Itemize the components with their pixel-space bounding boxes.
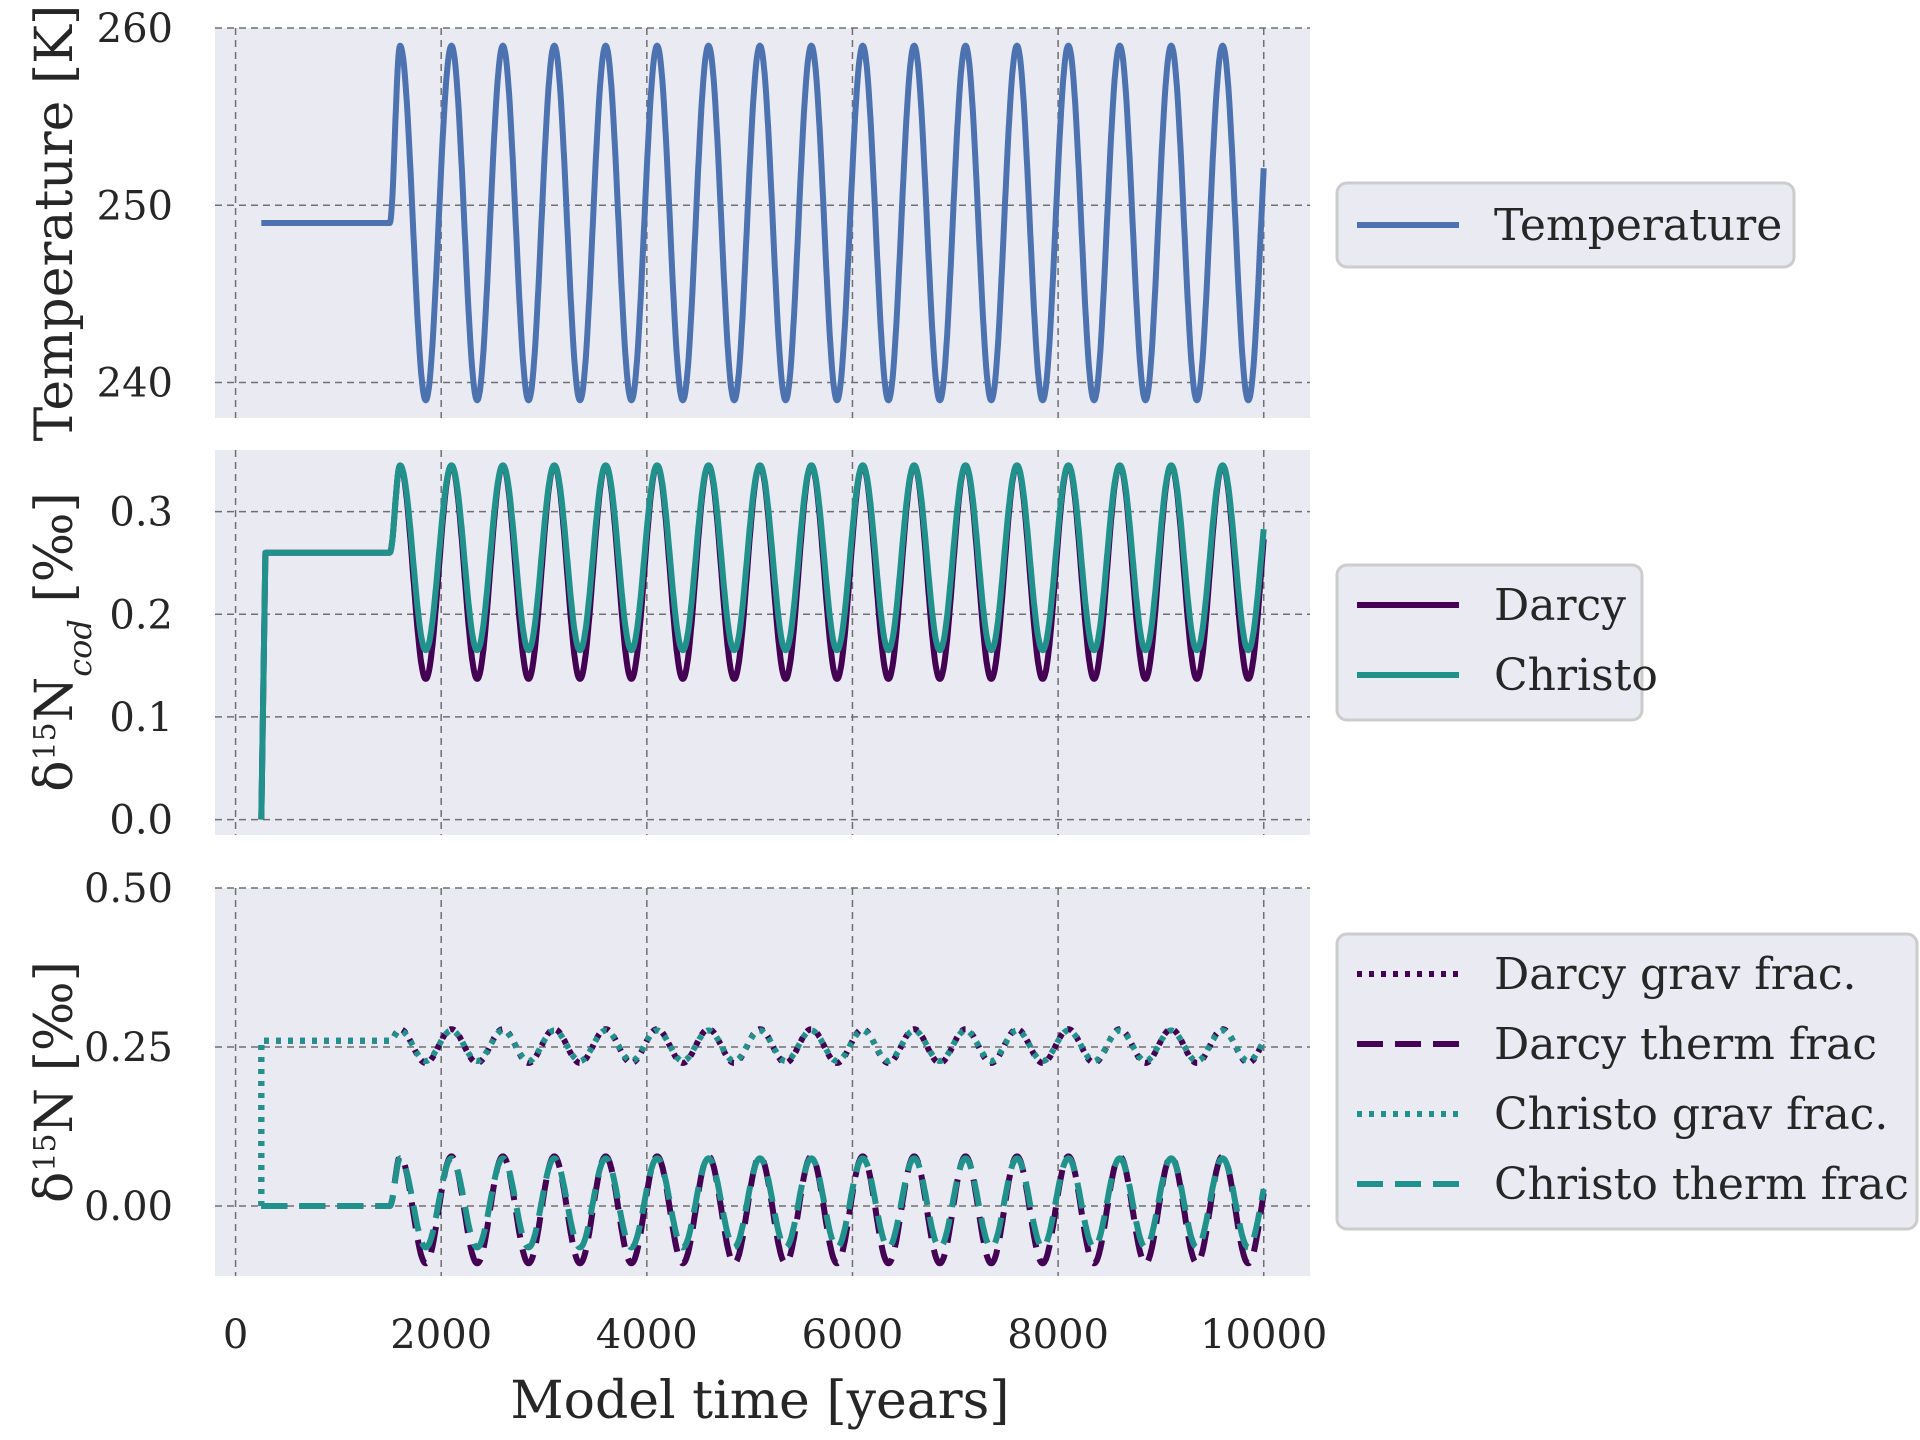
y-axis-label-d15n: δ15N [‰] (25, 961, 85, 1203)
legend-label-christo-therm-frac: Christo therm frac (1494, 1159, 1909, 1210)
series-group-d15ncod (258, 462, 1267, 820)
x-tick-label: 0 (223, 1312, 248, 1358)
x-tick-label: 10000 (1200, 1312, 1327, 1358)
x-tick-label: 8000 (1007, 1312, 1109, 1358)
x-tick-label: 6000 (802, 1312, 904, 1358)
legend-temperature: Temperature (1335, 181, 1796, 269)
legend-d15n: Darcy grav frac. Darcy therm frac Christo … (1335, 932, 1919, 1231)
legend-label-christo-grav-frac: Christo grav frac. (1494, 1089, 1888, 1140)
legend-label-darcy-grav-frac: Darcy grav frac. (1494, 949, 1856, 1000)
y-axis-label-temperature: Temperature [K] (25, 5, 85, 442)
legend-label-darcy: Darcy (1494, 580, 1626, 631)
y-tick-label: 250 (97, 183, 173, 229)
x-ticks: 0 2000 4000 6000 8000 10000 (223, 1312, 1328, 1358)
y-tick-label: 240 (97, 361, 173, 407)
grid-d15n (215, 887, 1310, 1276)
legend-label-christo: Christo (1494, 650, 1658, 701)
legend-box (1335, 181, 1796, 269)
y-tick-label: 260 (97, 6, 173, 52)
panel-temperature: 240 250 260 Temperature [K] Temperature (25, 5, 1796, 442)
y-ticks-d15ncod: 0.0 0.1 0.2 0.3 (109, 490, 173, 844)
x-tick-label: 2000 (390, 1312, 492, 1358)
x-axis-label: Model time [years] (510, 1371, 1009, 1431)
y-tick-label: 0.25 (84, 1025, 173, 1071)
y-tick-label: 0.1 (109, 695, 173, 741)
y-tick-label: 0.50 (84, 866, 173, 912)
series-group-temperature (261, 42, 1267, 404)
panel-d15ncod: 0.0 0.1 0.2 0.3 δ15Ncod [‰] Darcy Christo (25, 450, 1658, 844)
legend-label-darcy-therm-frac: Darcy therm frac (1494, 1019, 1877, 1070)
series-line-christo-therm-frac (261, 1155, 1267, 1251)
legend-label-temperature: Temperature (1494, 200, 1782, 251)
series-line-christo (258, 462, 1267, 820)
legend-box (1335, 932, 1919, 1231)
y-axis-label-d15ncod: δ15Ncod [‰] (25, 492, 99, 792)
y-tick-label: 0.3 (109, 490, 173, 536)
legend-d15ncod: Darcy Christo (1335, 563, 1658, 722)
series-line-temperature (261, 42, 1267, 404)
plot-area-d15n (215, 888, 1310, 1276)
y-tick-label: 0.00 (84, 1184, 173, 1230)
y-ticks-temperature: 240 250 260 (97, 6, 173, 407)
x-tick-label: 4000 (596, 1312, 698, 1358)
plot-area-d15ncod (215, 450, 1310, 835)
y-ticks-d15n: 0.00 0.25 0.50 (84, 866, 173, 1230)
y-tick-label: 0.0 (109, 798, 173, 844)
series-group-d15n (258, 1026, 1267, 1267)
panel-d15n: 0.000.250.50 δ15N [‰] Darcy grav frac.Da… (25, 866, 1919, 1276)
series-line-christo-grav-frac (258, 1027, 1267, 1206)
y-tick-label: 0.2 (109, 592, 173, 638)
